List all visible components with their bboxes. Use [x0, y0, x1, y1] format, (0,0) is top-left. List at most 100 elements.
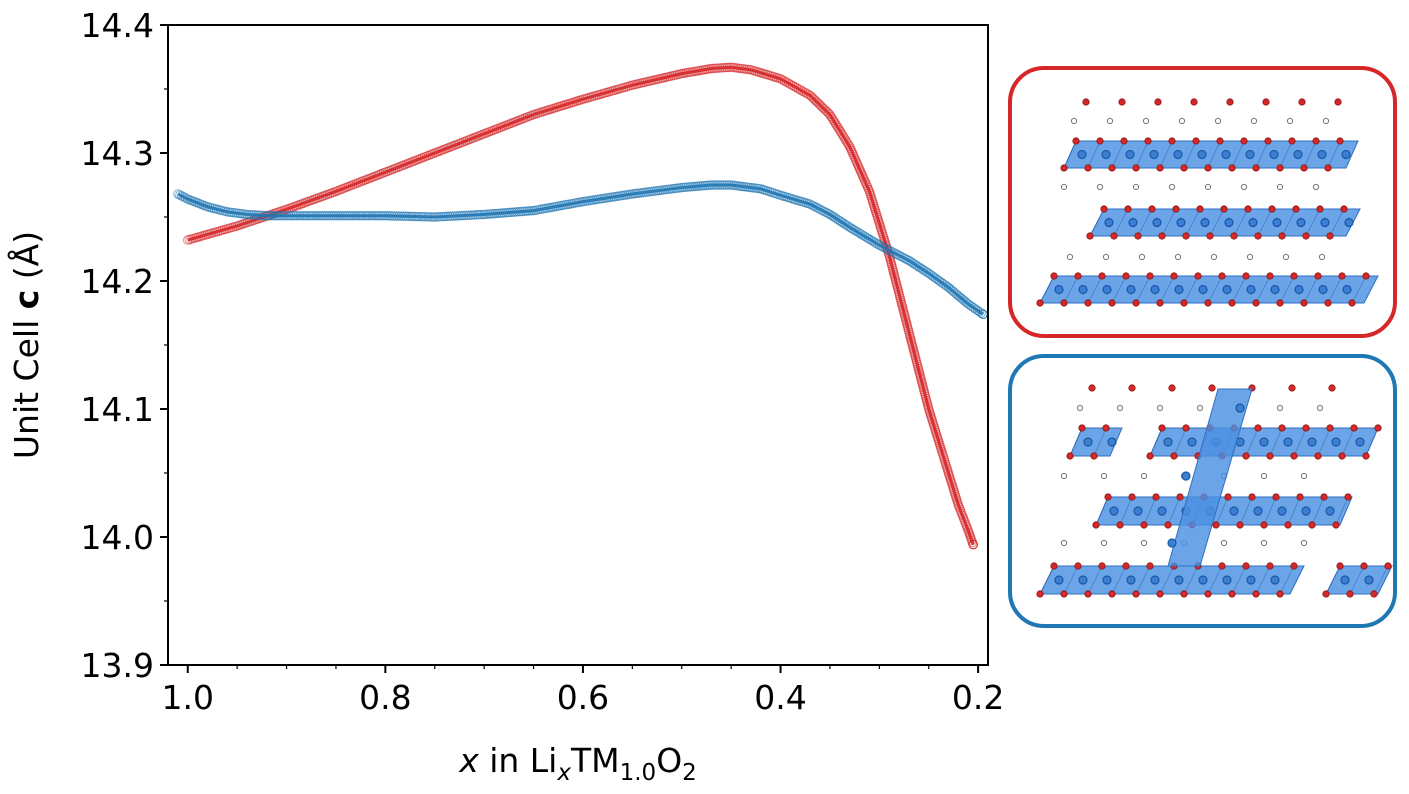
- tm-atom: [1152, 217, 1162, 228]
- oxygen-atom: [1266, 562, 1274, 570]
- tm-atom: [1102, 284, 1112, 295]
- oxygen-atom: [1290, 452, 1298, 460]
- x-tick-label: 0.6: [557, 678, 609, 717]
- data-point: [355, 210, 366, 221]
- tm-atom: [1224, 217, 1234, 228]
- data-point: [317, 210, 328, 221]
- oxygen-atom: [1284, 521, 1292, 529]
- tm-atom: [1104, 217, 1114, 228]
- series-line-0: [187, 65, 975, 546]
- oxygen-atom: [1146, 452, 1154, 460]
- oxygen-atom: [1254, 232, 1262, 240]
- octahedra-edge: [1183, 140, 1197, 169]
- oxygen-atom: [1264, 137, 1272, 145]
- octahedra-edge: [1161, 208, 1177, 237]
- lithium-atom: [1312, 183, 1320, 191]
- oxygen-atom: [1266, 272, 1274, 280]
- tm-atom: [1248, 217, 1258, 228]
- oxygen-atom: [1036, 590, 1044, 598]
- oxygen-atom: [1066, 452, 1074, 460]
- tm-atom: [1109, 506, 1119, 516]
- octahedra-edge: [1089, 208, 1105, 237]
- octahedra-pillar: [1167, 388, 1253, 567]
- oxygen-atom: [1072, 137, 1080, 145]
- oxygen-atom: [1104, 493, 1112, 501]
- octahedra-edge: [1351, 275, 1367, 304]
- octahedra-edge: [1245, 427, 1259, 457]
- lithium-atom: [1240, 183, 1248, 191]
- octahedra-edge: [1279, 275, 1295, 304]
- octahedra-edge: [1063, 565, 1079, 595]
- oxygen-atom: [1326, 232, 1334, 240]
- data-point: [324, 210, 334, 221]
- octahedra-edge: [1215, 496, 1229, 526]
- lithium-atom: [1178, 117, 1186, 125]
- octahedra-edge: [1143, 496, 1157, 526]
- oxygen-atom: [1146, 562, 1154, 570]
- oxygen-atom: [1158, 232, 1166, 240]
- tm-atom: [1200, 217, 1210, 228]
- octahedra-edge: [1209, 208, 1225, 237]
- data-point: [308, 210, 319, 221]
- oxygen-atom: [1060, 299, 1068, 307]
- data-point: [313, 210, 323, 221]
- oxygen-atom: [1302, 424, 1310, 432]
- oxygen-atom: [1088, 384, 1096, 392]
- octahedra-edge: [1207, 275, 1223, 304]
- lithium-atom: [1220, 539, 1228, 547]
- oxygen-atom: [1152, 493, 1160, 501]
- lithium-atom: [1096, 183, 1104, 191]
- octahedra-edge: [1111, 275, 1127, 304]
- tm-atom: [1221, 149, 1231, 160]
- tm-atom: [1340, 575, 1350, 585]
- data-point: [378, 210, 388, 221]
- oxygen-atom: [1300, 299, 1308, 307]
- structure-disordered-atoms: [1036, 384, 1393, 598]
- tm-atom: [1317, 149, 1327, 160]
- octahedra-edge: [1119, 496, 1133, 526]
- oxygen-atom: [1156, 590, 1164, 598]
- oxygen-atom: [1134, 232, 1142, 240]
- oxygen-atom: [1204, 590, 1212, 598]
- lithium-atom: [1106, 117, 1114, 125]
- tm-atom: [1078, 284, 1088, 295]
- lithium-atom: [1060, 472, 1068, 480]
- tm-atom: [1197, 149, 1207, 160]
- oxygen-atom: [1276, 299, 1284, 307]
- octahedra-edge: [1159, 140, 1173, 169]
- data-point: [340, 210, 350, 221]
- data-point: [976, 308, 986, 318]
- oxygen-atom: [1208, 384, 1216, 392]
- oxygen-atom: [1158, 424, 1166, 432]
- oxygen-atom: [1086, 232, 1094, 240]
- tm-atom: [1187, 437, 1197, 447]
- oxygen-atom: [1276, 590, 1284, 598]
- oxygen-atom: [1116, 521, 1124, 529]
- oxygen-atom: [1078, 424, 1086, 432]
- oxygen-atom: [1278, 232, 1286, 240]
- tm-atom: [1181, 471, 1191, 481]
- lithium-atom: [1060, 183, 1068, 191]
- octahedra-edge: [1365, 427, 1379, 457]
- oxygen-atom: [1128, 493, 1136, 501]
- oxygen-atom: [1308, 521, 1316, 529]
- tm-atom: [1126, 575, 1136, 585]
- octahedra-edge: [1269, 427, 1283, 457]
- oxygen-atom: [1252, 590, 1260, 598]
- tm-atom: [1283, 437, 1293, 447]
- oxygen-atom: [1120, 137, 1128, 145]
- data-point: [310, 210, 321, 221]
- tm-atom: [1245, 149, 1255, 160]
- oxygen-atom: [1296, 493, 1304, 501]
- oxygen-atom: [1124, 205, 1132, 213]
- data-point: [346, 210, 357, 221]
- y-tick-label: 13.9: [81, 646, 154, 685]
- octahedra-edge: [1349, 565, 1365, 595]
- data-point: [315, 210, 325, 221]
- tm-atom: [1235, 403, 1245, 413]
- octahedra-edge: [1341, 427, 1355, 457]
- data-point: [364, 210, 375, 221]
- x-axis-label-sub-o: 2: [682, 760, 697, 786]
- y-tick-label: 14.3: [81, 134, 154, 173]
- octahedra-edge: [1239, 496, 1253, 526]
